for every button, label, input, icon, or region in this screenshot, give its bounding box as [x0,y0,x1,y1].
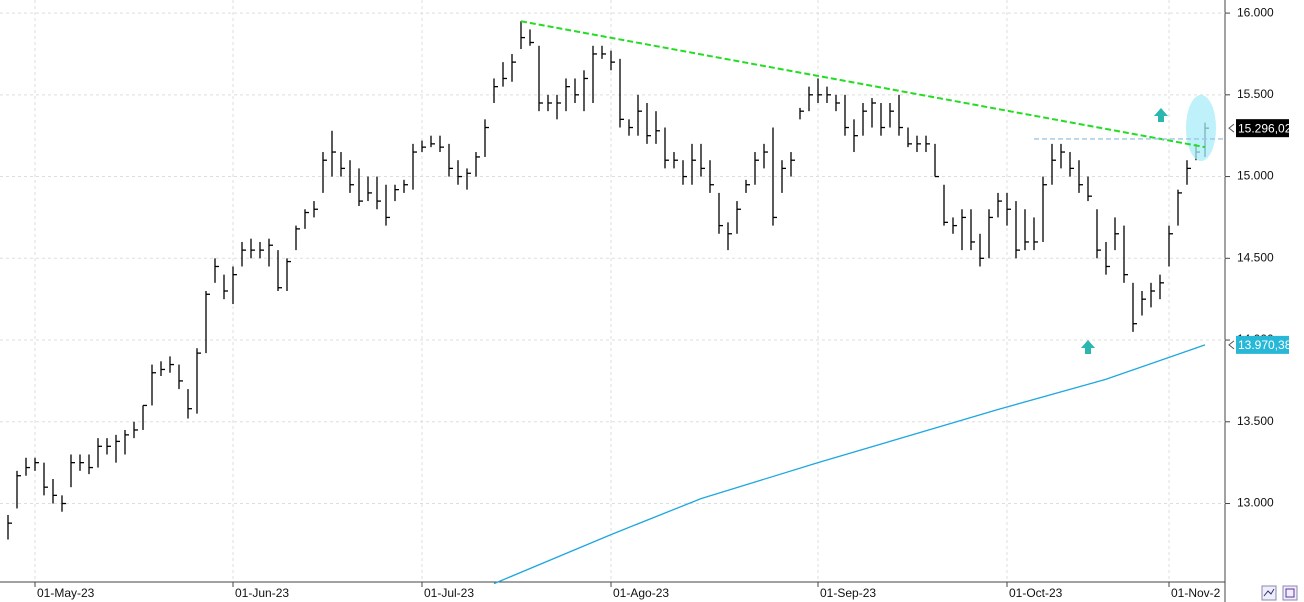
y-tick-label: 15.000 [1237,169,1274,183]
price-label: 15.296,02 [1238,121,1292,135]
x-tick-label: 01-Jul-23 [424,586,474,600]
highlight-ellipse [1186,95,1216,161]
price-label-box [1236,335,1289,354]
arrow-up [1081,340,1095,354]
icon-glyph [1263,588,1275,597]
x-tick-label: 01-Oct-23 [1009,586,1063,600]
price-pointer [1228,340,1235,350]
zoom-icon[interactable] [1261,585,1277,601]
x-tick-label: 01-Sep-23 [820,586,876,600]
icon-glyph [1285,588,1295,598]
arrow-up [1154,108,1168,122]
y-tick-label: 15.500 [1237,87,1274,101]
price-label-box [1236,119,1289,138]
y-tick-label: 13.500 [1237,414,1274,428]
price-label: 13.970,38 [1238,338,1292,352]
save-icon[interactable] [1282,585,1298,601]
x-tick-label: 01-Nov-2 [1171,586,1221,600]
grid: 16.00015.50015.00014.50014.00013.50013.0… [0,0,1274,600]
x-tick-label: 01-Jun-23 [235,586,289,600]
x-tick-label: 01-May-23 [37,586,95,600]
price-pointer [1228,123,1235,133]
y-tick-label: 14.500 [1237,250,1274,264]
y-tick-label: 16.000 [1237,5,1274,19]
y-tick-label: 13.000 [1237,496,1274,510]
overlays: 15.296,02 13.970,38 [493,20,1292,585]
marks [7,21,1209,540]
trend-line [520,20,1206,149]
moving-average-line [493,344,1206,585]
x-tick-label: 01-Ago-23 [613,586,669,600]
